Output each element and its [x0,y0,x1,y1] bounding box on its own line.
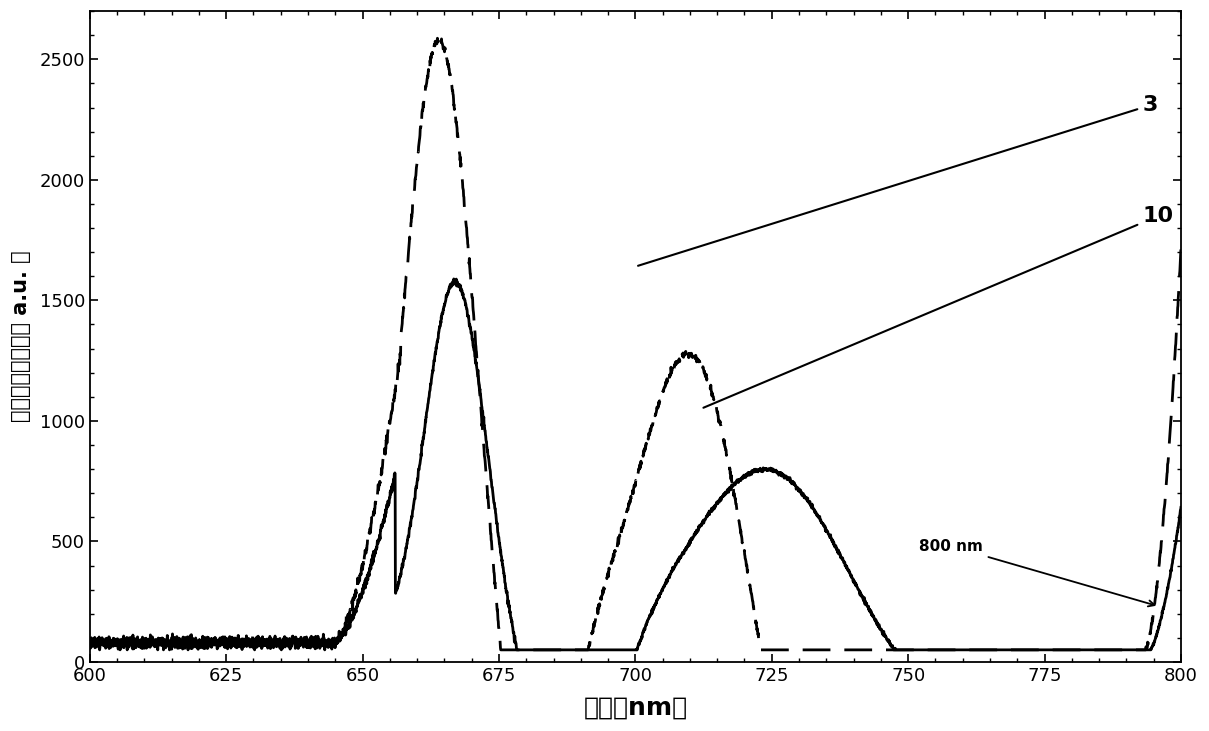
Text: 10: 10 [704,206,1174,408]
Text: 3: 3 [638,95,1158,266]
X-axis label: 波长（nm）: 波长（nm） [583,696,688,720]
Text: 800 nm: 800 nm [919,539,1155,607]
Y-axis label: 双光子荧光强度（ a.u. ）: 双光子荧光强度（ a.u. ） [11,251,31,423]
